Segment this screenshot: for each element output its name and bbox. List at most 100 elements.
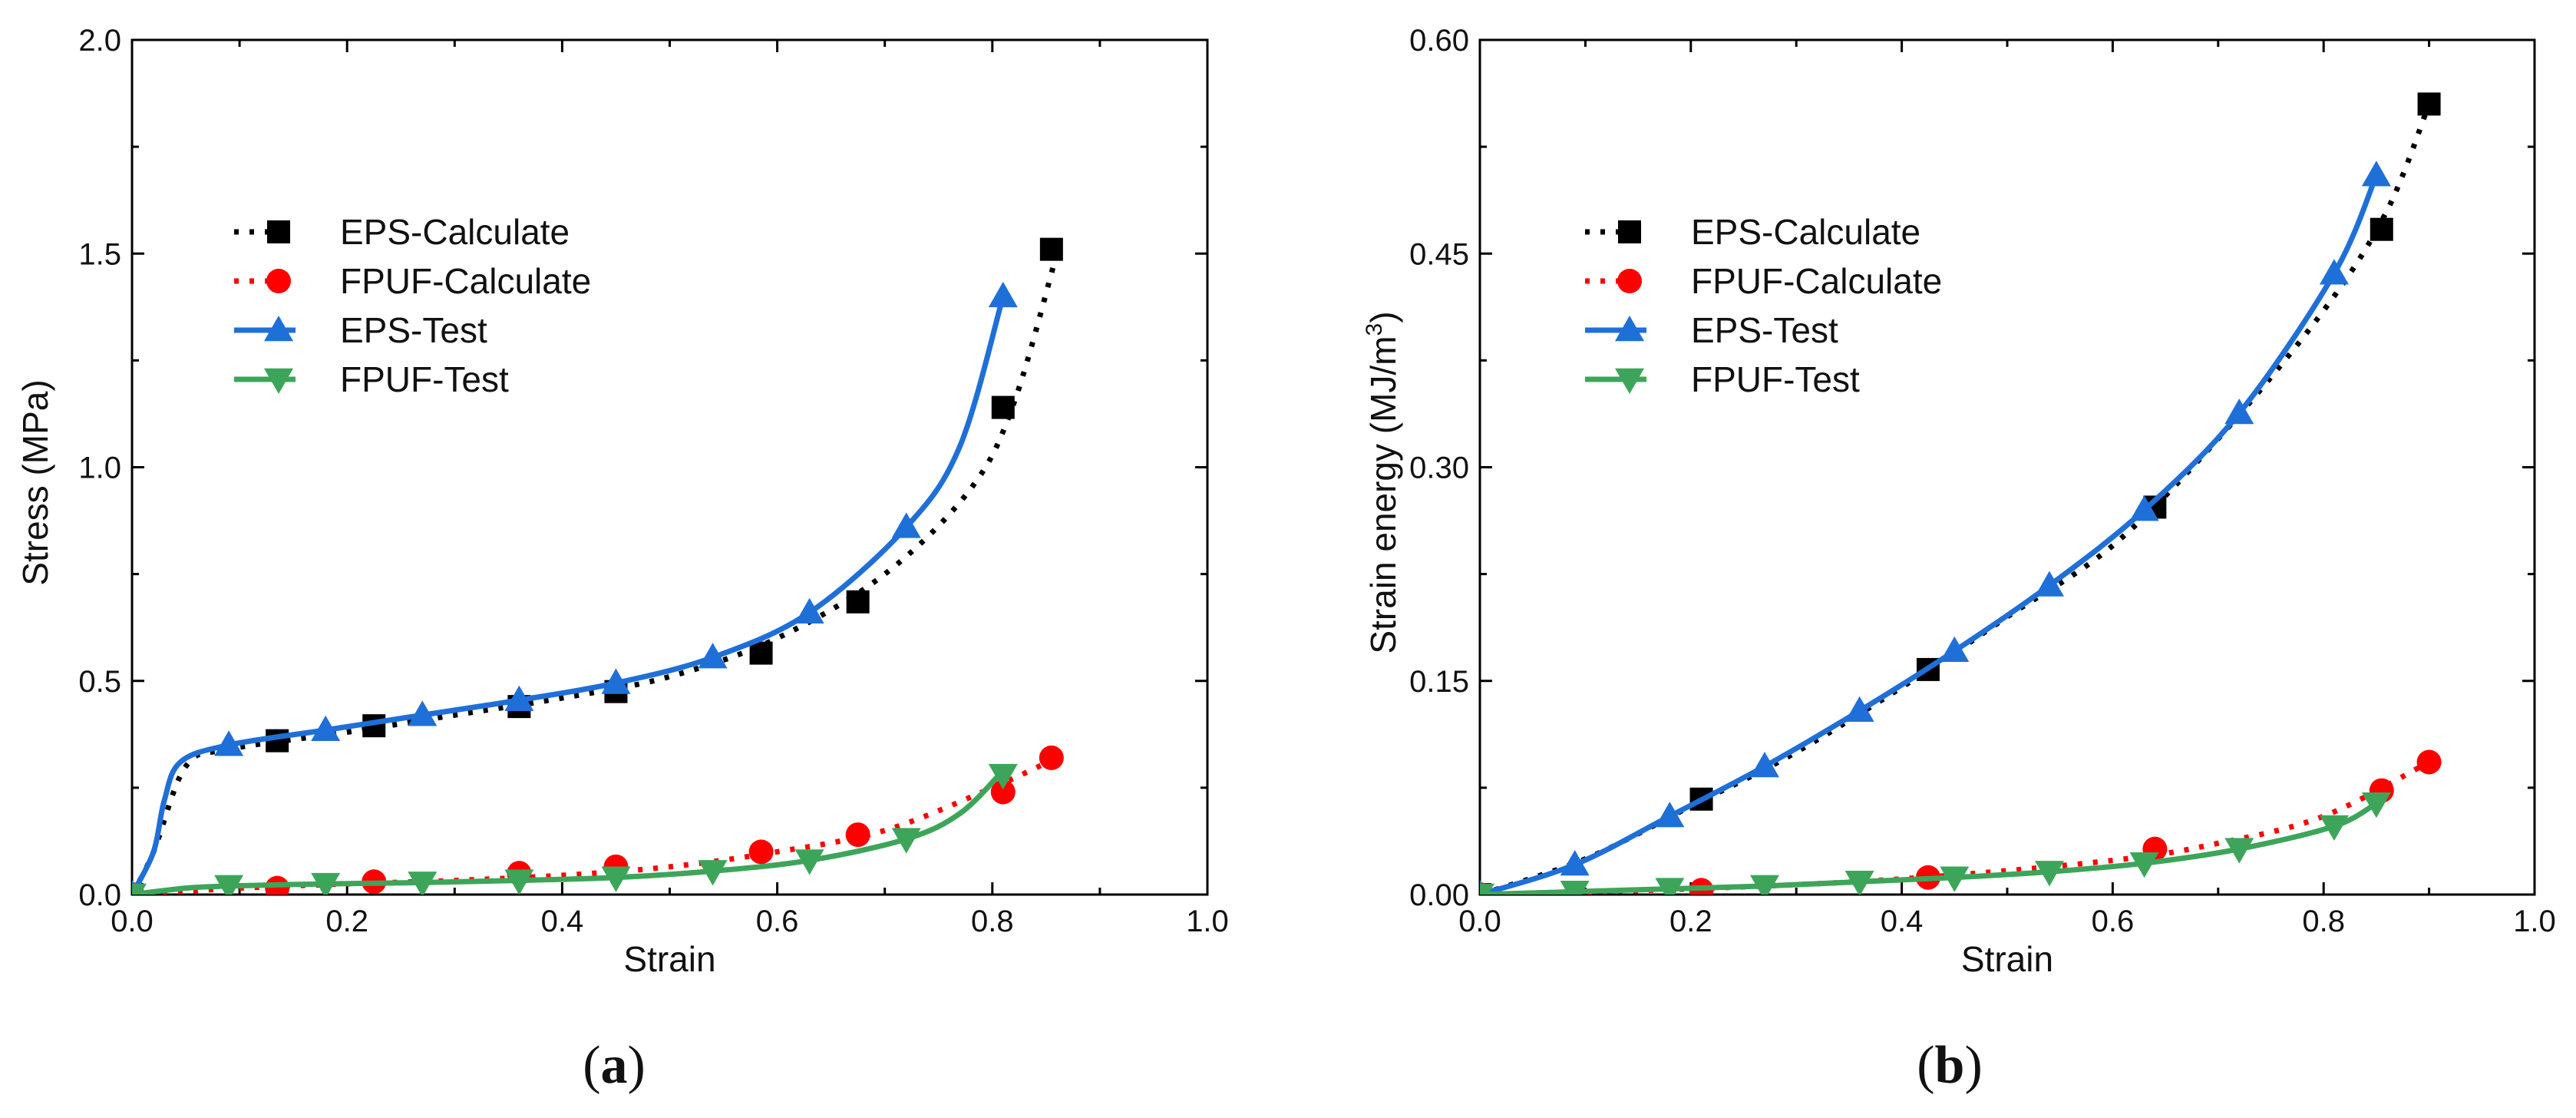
panel-label-open: ( [1917,1036,1934,1095]
series-line-eps-test [132,293,1006,895]
panel-label-open: ( [583,1036,600,1095]
legend: EPS-Calculate FPUF-Calculate EPS-Test FPUF-… [1585,212,1942,399]
x-tick-label: 0.6 [2092,905,2135,938]
x-tick-label: 0.2 [325,905,368,938]
data-point-eps-test [891,512,921,538]
panel-label-letter: a [601,1036,628,1095]
x-tick-label: 0.0 [111,905,154,938]
x-tick-label: 1.0 [1186,905,1229,938]
x-tick-label: 1.0 [2513,905,2556,938]
data-point-fpuf-test [891,828,921,854]
x-axis-label: Strain [1961,939,2053,979]
series-eps-test [1480,160,2391,895]
legend-marker-fpuf-calculate [1617,269,1642,293]
data-point-eps-test [214,730,244,756]
data-point-fpuf-test [2034,861,2064,887]
series-line-fpuf-calculate [132,755,1058,895]
data-point-fpuf-test [794,849,824,875]
data-point-eps-test [408,700,438,726]
data-point-eps-test [311,715,341,741]
chart-panel-1: 0.0 0.2 0.4 0.6 0.8 1.0 0.0 0.5 1.0 1.5 2.0 Strain S… [15,24,1229,1095]
panel-label-close: ) [628,1036,646,1095]
data-point-eps-test [2361,160,2391,187]
data-point-fpuf-test [2361,792,2391,819]
data-point-fpuf-test [1655,878,1685,895]
plot-area [1480,92,2442,895]
data-point-fpuf-test [1560,881,1590,895]
data-point-eps-test [2034,571,2064,597]
panel-label: (a) [583,1036,646,1095]
data-point-fpuf-test [2224,838,2254,864]
data-point-eps-test [504,685,534,712]
legend-label-fpuf-test: FPUF-Test [340,359,509,399]
data-point-fpuf-test [698,860,728,886]
data-point-fpuf-test [1940,866,1970,892]
data-point-eps-test [1940,636,1970,663]
legend-label-fpuf-calculate: FPUF-Calculate [340,261,591,301]
legend-marker-fpuf-calculate [266,269,291,293]
data-point-fpuf-test [601,866,631,892]
data-point-fpuf-calculate [748,839,774,865]
x-tick-label: 0.8 [971,905,1014,938]
data-point-eps-calculate [749,641,773,665]
data-point-eps-test [2129,495,2159,521]
y-axis-label-main: Stress (MPa) [15,379,55,585]
data-point-fpuf-test [132,883,147,895]
data-point-eps-calculate [1039,237,1063,261]
y-tick-label: 0.30 [1409,452,1469,485]
x-tick-label: 0.2 [1669,905,1712,938]
data-point-eps-test [1844,696,1874,722]
y-axis-label-superscript: 3 [1362,323,1387,336]
data-point-fpuf-test [408,872,438,895]
data-point-eps-calculate [2417,92,2441,116]
legend-label-fpuf-calculate: FPUF-Calculate [1691,261,1942,301]
series-eps-calculate [132,237,1063,895]
y-axis-label-suffix: ) [1363,311,1403,322]
panel-label-close: ) [1964,1036,1982,1095]
data-point-eps-test [2224,399,2254,425]
data-point-fpuf-calculate [845,822,870,848]
plot-area [132,237,1064,895]
legend-marker-eps-calculate [1618,220,1641,243]
data-point-eps-test [1749,752,1779,778]
y-tick-label: 0.45 [1409,237,1469,271]
series-fpuf-test [132,763,1018,895]
y-tick-label: 0.0 [78,878,121,912]
data-point-eps-test [794,597,824,624]
data-point-eps-test [1655,801,1685,828]
y-tick-label: 0.15 [1409,665,1469,699]
x-tick-label: 0.4 [1881,905,1924,938]
data-point-fpuf-test [2319,815,2349,841]
data-point-fpuf-calculate [990,779,1016,805]
data-point-fpuf-test [988,763,1018,790]
series-fpuf-test [1480,792,2391,895]
data-point-fpuf-calculate [265,875,290,895]
legend-marker-fpuf-test [264,368,293,394]
y-tick-label: 2.0 [78,24,121,58]
y-tick-label: 1.0 [78,452,121,485]
chart-panel-2: 0.0 0.2 0.4 0.6 0.8 1.0 0.00 0.15 0.30 0.45 0.60 St… [1362,24,2556,1095]
series-line-eps-test [1480,172,2379,895]
y-tick-label: 0.5 [78,665,121,699]
legend-label-eps-calculate: EPS-Calculate [340,212,570,252]
data-point-eps-calculate [846,590,870,614]
series-line-eps-calculate [132,253,1060,895]
data-point-fpuf-test [214,875,244,895]
y-tick-label: 0.60 [1409,24,1469,58]
data-point-eps-test [698,643,728,669]
data-point-eps-test [2319,259,2349,285]
data-point-fpuf-calculate [2416,749,2442,775]
data-point-eps-calculate [991,395,1015,419]
legend-label-eps-calculate: EPS-Calculate [1691,212,1920,252]
legend-marker-fpuf-test [1615,368,1644,394]
y-axis-label: Stress (MPa) [15,379,55,585]
panel-label: (b) [1917,1036,1983,1095]
x-tick-label: 0.8 [2302,905,2345,938]
data-point-fpuf-test [2129,852,2159,878]
y-tick-label: 0.00 [1409,878,1469,912]
data-point-fpuf-calculate [1039,745,1064,770]
data-point-eps-calculate [2370,217,2393,241]
legend-label-fpuf-test: FPUF-Test [1691,359,1860,399]
legend-marker-eps-test [264,316,293,342]
